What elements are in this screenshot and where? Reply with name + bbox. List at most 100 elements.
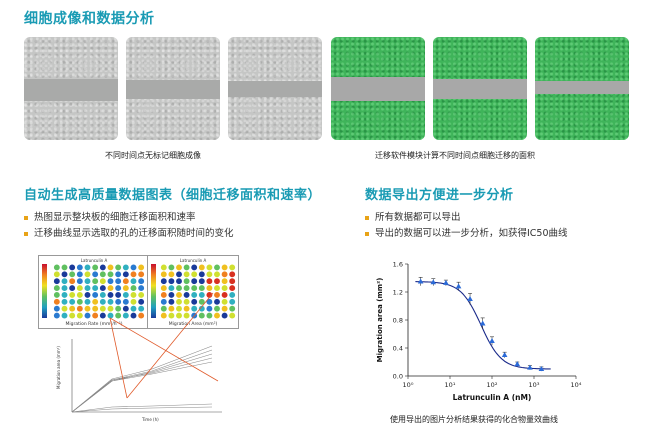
- x-tick-label: 10²: [487, 381, 498, 389]
- plate-well: [92, 298, 99, 305]
- plate-well: [198, 298, 205, 305]
- plate-well: [138, 271, 145, 278]
- plate-well: [69, 292, 76, 298]
- plate-well: [214, 264, 220, 271]
- bullet-ic50: 导出的数据可以进一步分析，如获得IC50曲线: [365, 225, 568, 239]
- plate-well: [99, 264, 106, 271]
- plate-well: [53, 298, 60, 305]
- plate-well: [99, 298, 106, 305]
- plate-well: [168, 271, 175, 278]
- plate-well: [53, 305, 60, 312]
- plate-well: [191, 278, 198, 285]
- heatmap-wells: [53, 264, 145, 319]
- y-tick-label: 1.6: [393, 261, 403, 269]
- plate-well: [61, 298, 68, 305]
- plate-well: [130, 264, 137, 271]
- plate-well: [176, 298, 182, 305]
- plate-well: [92, 278, 99, 285]
- plate-well: [214, 298, 220, 305]
- plate-well: [84, 264, 91, 271]
- section-title-charts: 自动生成高质量数据图表（细胞迁移面积和速率）: [24, 188, 322, 203]
- plate-well: [183, 305, 190, 312]
- plate-well: [221, 271, 228, 278]
- plate-well: [69, 305, 76, 312]
- micrograph-t1: [126, 37, 220, 140]
- caption-label-free-imaging: 不同时间点无标记细胞成像: [105, 151, 201, 160]
- plate-well: [61, 305, 68, 312]
- plate-well: [99, 305, 106, 312]
- plate-well: [160, 278, 167, 285]
- plate-well: [84, 298, 91, 305]
- y-tick-label: 0.0: [393, 373, 403, 381]
- line-chart-xlabel: Time (h): [141, 417, 159, 422]
- plate-well: [61, 264, 68, 271]
- plate-well: [176, 292, 182, 298]
- plate-well: [221, 285, 228, 291]
- plate-well: [221, 278, 228, 285]
- plate-well: [130, 285, 137, 291]
- plate-well: [53, 264, 60, 271]
- plate-well: [221, 292, 228, 298]
- plate-well: [130, 305, 137, 312]
- plate-well: [107, 285, 114, 291]
- heatmap-colorbar: [151, 264, 156, 318]
- plate-well: [53, 292, 60, 298]
- plate-well: [84, 312, 91, 319]
- plate-well: [122, 278, 129, 285]
- plate-well: [130, 271, 137, 278]
- plate-well: [84, 271, 91, 278]
- y-tick-label: 0.8: [393, 317, 403, 325]
- plate-well: [221, 305, 228, 312]
- plate-well: [115, 305, 122, 312]
- plate-well: [115, 285, 122, 291]
- plate-well: [168, 285, 175, 291]
- plate-well: [206, 278, 213, 285]
- plate-well: [191, 271, 198, 278]
- plate-well: [53, 285, 60, 291]
- plate-well: [198, 285, 205, 291]
- plate-well: [183, 271, 190, 278]
- plate-well: [69, 298, 76, 305]
- plate-well: [61, 285, 68, 291]
- plate-well: [107, 298, 114, 305]
- line-chart-ylabel: Migration area (mm²): [56, 346, 61, 389]
- plate-well: [76, 285, 83, 291]
- plate-well: [138, 285, 145, 291]
- x-tick-label: 10⁴: [571, 381, 582, 389]
- plate-well: [206, 312, 213, 319]
- plate-well: [61, 312, 68, 319]
- plate-well: [122, 264, 129, 271]
- plate-well: [107, 264, 114, 271]
- plate-well: [69, 278, 76, 285]
- plate-well: [115, 278, 122, 285]
- plate-well: [168, 312, 175, 319]
- plate-well: [61, 278, 68, 285]
- plate-well: [160, 271, 167, 278]
- plate-well: [176, 285, 182, 291]
- plate-well: [183, 292, 190, 298]
- segmented-micrograph-t1: [433, 37, 527, 140]
- bullet-heatmap: 热图显示整块板的细胞迁移面积和速率: [24, 209, 196, 223]
- plate-well: [92, 305, 99, 312]
- plate-well: [183, 278, 190, 285]
- plate-well: [214, 278, 220, 285]
- bullet-migration-curve: 迁移曲线显示选取的孔的迁移面积随时间的变化: [24, 225, 234, 239]
- heatmap-title: Latrunculin A: [179, 258, 207, 263]
- plate-well: [183, 312, 190, 319]
- plate-well: [76, 312, 83, 319]
- plate-well: [206, 264, 213, 271]
- plate-well: [183, 298, 190, 305]
- plate-well: [214, 312, 220, 319]
- plate-well: [122, 292, 129, 298]
- data-point: [430, 279, 437, 285]
- plate-well: [176, 271, 182, 278]
- plate-well: [229, 271, 236, 278]
- plate-well: [176, 278, 182, 285]
- heatmap-migration-rate: Latrunculin A Migration Rate (mm²/h⁻¹): [38, 255, 150, 329]
- plate-well: [130, 278, 137, 285]
- plate-well: [206, 292, 213, 298]
- bullet-export-all: 所有数据都可以导出: [365, 209, 461, 223]
- plate-well: [115, 292, 122, 298]
- plate-well: [76, 278, 83, 285]
- plate-well: [160, 285, 167, 291]
